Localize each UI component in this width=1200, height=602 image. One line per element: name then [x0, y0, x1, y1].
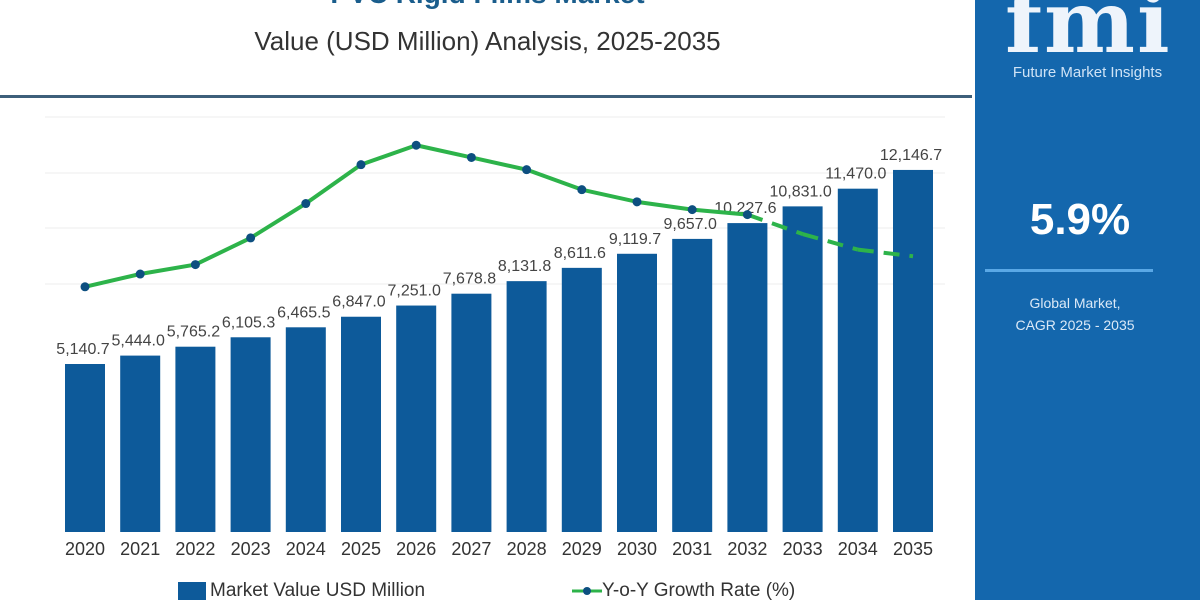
bar-2022 [175, 346, 216, 532]
bar-value-label: 11,470.0 [825, 166, 886, 183]
bar-2026 [396, 305, 437, 532]
growth-point-2021 [135, 269, 145, 279]
bar-value-label: 6,465.5 [277, 304, 330, 321]
legend-line-swatch [572, 587, 602, 595]
growth-line-segment [581, 187, 638, 204]
x-tick-label: 2031 [672, 539, 712, 559]
growth-point-2023 [246, 233, 256, 243]
cagr-caption: Global Market, CAGR 2025 - 2035 [975, 292, 1175, 336]
chart-area: 5,140.7 2020 5,444.0 2021 5,765.2 2022 6,105.3… [45, 116, 945, 559]
caption-line-1: Global Market, [1029, 295, 1121, 311]
x-tick-label: 2032 [727, 539, 767, 559]
growth-point-2031 [687, 205, 697, 215]
bar-value-label: 10,831.0 [769, 183, 831, 200]
growth-line-segment [857, 247, 914, 259]
x-tick-label: 2027 [451, 539, 491, 559]
fmi-logo: fmi [1005, 0, 1172, 73]
x-tick-label: 2021 [120, 539, 160, 559]
growth-line-segment [194, 236, 252, 267]
growth-line-segment [802, 232, 859, 252]
brand-name: Future Market Insights [1012, 64, 1163, 81]
legend-label: Y-o-Y Growth Rate (%) [602, 580, 796, 601]
bar-2034 [837, 188, 878, 532]
bar-2027 [451, 293, 492, 532]
growth-line-segment [360, 143, 417, 167]
panel-divider [985, 269, 1153, 272]
x-tick-label: 2034 [838, 539, 878, 559]
growth-point-2025 [356, 160, 366, 170]
x-tick-label: 2022 [175, 539, 215, 559]
x-tick-label: 2024 [286, 539, 326, 559]
growth-line-segment [249, 201, 307, 240]
bar-value-label: 7,251.0 [388, 283, 441, 300]
growth-line-segment [415, 143, 472, 160]
bar-2025 [341, 316, 381, 532]
growth-point-2026 [411, 140, 421, 150]
chart-subtitle: Value (USD Million) Analysis, 2025-2035 [254, 26, 721, 56]
bar-2035 [893, 169, 933, 532]
bar-2028 [506, 281, 547, 532]
growth-line-segment [525, 167, 583, 192]
growth-point-2022 [190, 260, 200, 270]
bar-value-label: 5,765.2 [167, 324, 220, 341]
bar-2030 [617, 253, 657, 533]
legend-item-growth: Y-o-Y Growth Rate (%) [572, 580, 795, 602]
bar-2020 [65, 364, 105, 532]
caption-line-2: CAGR 2025 - 2035 [1015, 317, 1135, 333]
growth-line-segment [636, 199, 693, 212]
bar-value-label: 5,444.0 [112, 333, 165, 350]
growth-point-2029 [577, 185, 587, 195]
chart-title: PVC Rigid Films Market [0, 0, 975, 10]
growth-line-segment [746, 212, 804, 236]
x-tick-label: 2028 [507, 539, 547, 559]
bar-2029 [561, 267, 602, 532]
bar-value-label: 5,140.7 [56, 341, 109, 358]
growth-line-segment [692, 207, 748, 217]
growth-line-segment [139, 262, 196, 276]
growth-point-2030 [632, 197, 642, 207]
growth-line-segment [84, 272, 141, 289]
growth-point-2028 [522, 165, 532, 175]
growth-point-2027 [466, 152, 476, 162]
growth-line-segment [304, 163, 363, 206]
bar-2021 [120, 355, 161, 532]
bar-value-label: 6,105.3 [222, 314, 275, 331]
bar-value-label: 8,131.8 [498, 258, 551, 275]
legend-label: Market Value USD Million [210, 580, 426, 601]
bar-2031 [672, 238, 713, 532]
bar-2032 [727, 223, 768, 532]
bar-value-label: 9,119.7 [609, 231, 661, 248]
bar-value-label: 7,678.8 [443, 271, 496, 288]
legend-item-market-value: Market Value USD Million [178, 580, 425, 602]
legend-bar-swatch [178, 582, 206, 600]
summary-panel: fmi Future Market Insights 5.9% Global M… [975, 0, 1200, 600]
growth-point-2032 [742, 210, 752, 220]
x-tick-label: 2033 [783, 539, 823, 559]
x-tick-label: 2029 [562, 539, 602, 559]
bar-value-label: 12,146.7 [880, 147, 942, 164]
cagr-value: 5.9% [1029, 195, 1131, 244]
growth-line-segment [470, 155, 528, 172]
x-tick-label: 2025 [341, 539, 381, 559]
bar-value-label: 8,611.6 [554, 245, 606, 262]
x-tick-label: 2026 [396, 539, 436, 559]
bar-2024 [285, 327, 326, 532]
x-tick-label: 2030 [617, 539, 657, 559]
x-tick-label: 2023 [231, 539, 271, 559]
title-divider [0, 95, 972, 98]
growth-point-2020 [80, 282, 90, 292]
x-tick-label: 2035 [893, 539, 933, 559]
x-tick-label: 2020 [65, 539, 105, 559]
bar-value-label: 9,657.0 [664, 216, 717, 233]
growth-point-2024 [301, 199, 311, 209]
bar-value-label: 6,847.0 [332, 294, 385, 311]
bar-2023 [230, 337, 271, 532]
bar-2033 [782, 206, 823, 532]
